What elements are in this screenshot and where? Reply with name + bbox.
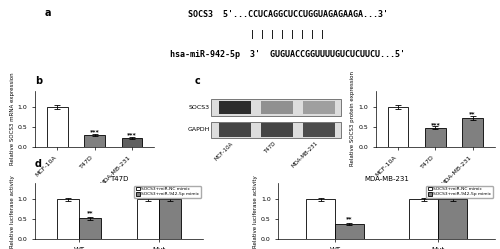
Bar [159,199,182,239]
Text: a: a [44,8,51,18]
Bar [303,101,335,115]
Bar [122,138,142,147]
Y-axis label: Relative luciferase activity: Relative luciferase activity [253,175,258,248]
Bar [261,123,292,137]
Bar [410,199,438,239]
Bar [261,101,292,115]
Bar [438,199,467,239]
Bar [303,123,335,137]
Text: d: d [35,159,42,169]
Bar [425,127,446,147]
Title: MDA-MB-231: MDA-MB-231 [364,176,409,182]
Bar [211,99,340,116]
Bar [56,199,79,239]
Text: T47D: T47D [263,140,277,154]
Legend: SOCS3+miR-NC mimic, SOCS3+miR-942-5p mimic: SOCS3+miR-NC mimic, SOCS3+miR-942-5p mim… [426,186,493,198]
Text: **: ** [87,210,94,215]
Y-axis label: Relative SOCS3 mRNA expression: Relative SOCS3 mRNA expression [10,72,15,165]
Bar [219,101,250,115]
Text: **: ** [470,111,476,116]
Legend: SOCS3+miR-NC mimic, SOCS3+miR-942-5p mimic: SOCS3+miR-NC mimic, SOCS3+miR-942-5p mim… [134,186,201,198]
Bar [84,135,105,147]
Text: ***: *** [90,129,100,134]
Bar [462,118,483,147]
Text: b: b [35,76,42,86]
Text: GAPDH: GAPDH [187,127,210,132]
Text: **: ** [346,216,352,221]
Bar [79,218,102,239]
Bar [211,122,340,138]
Bar [219,123,250,137]
Text: ***: *** [127,132,137,137]
Bar [136,199,159,239]
Y-axis label: Relative luciferase activity: Relative luciferase activity [10,175,15,248]
Text: | | | | | | | |: | | | | | | | | [250,30,326,39]
Bar [335,224,364,239]
Bar [47,107,68,147]
Text: c: c [195,76,201,86]
Y-axis label: Relative SOCS3 protein expression: Relative SOCS3 protein expression [350,71,356,166]
Bar [388,107,408,147]
Text: SOCS3: SOCS3 [188,105,210,110]
Text: MCF-10A: MCF-10A [214,140,234,161]
Bar [306,199,335,239]
Text: ***: *** [430,122,440,127]
Text: hsa-miR-942-5p  3'  GUGUACCGGUUUUGUCUCUUCU...5': hsa-miR-942-5p 3' GUGUACCGGUUUUGUCUCUUCU… [170,50,406,59]
Text: MDA-MB-231: MDA-MB-231 [290,140,319,169]
Title: T47D: T47D [110,176,128,182]
Text: SOCS3  5'...CCUCAGGCUCCUGGUAGAGAAGA...3': SOCS3 5'...CCUCAGGCUCCUGGUAGAGAAGA...3' [188,10,388,19]
